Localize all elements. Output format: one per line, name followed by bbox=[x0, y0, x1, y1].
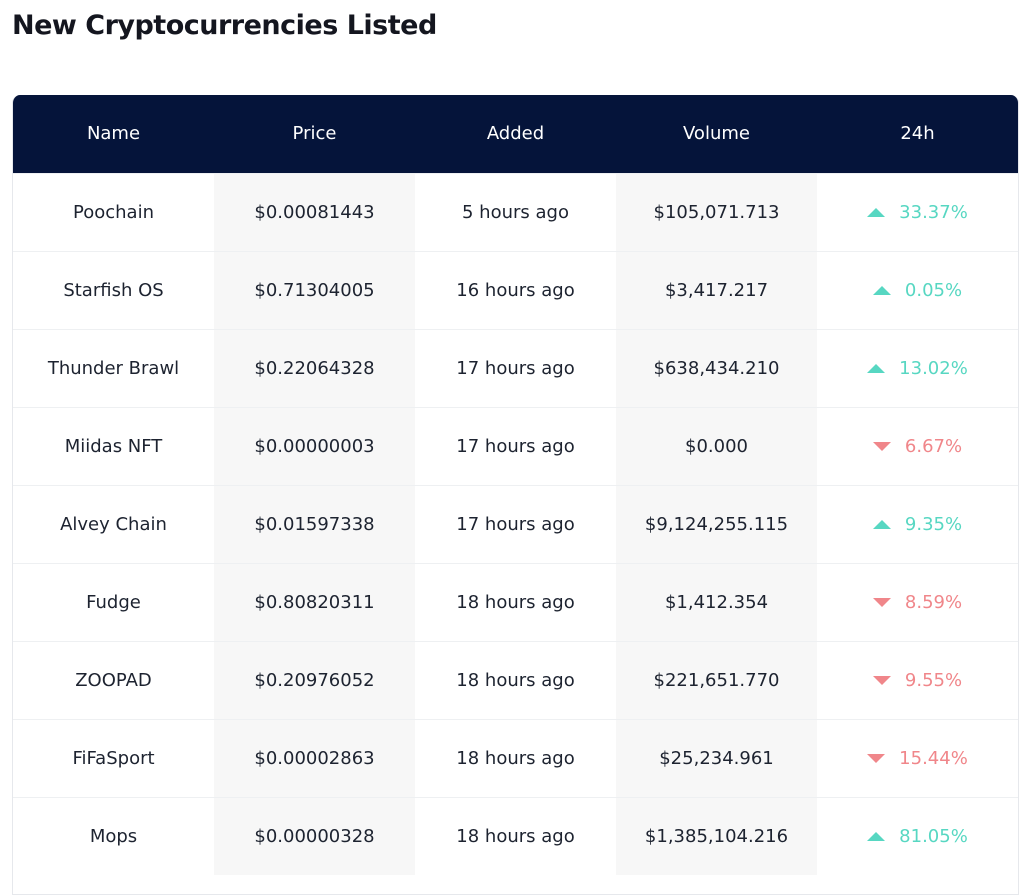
triangle-down-icon bbox=[872, 676, 891, 685]
change-indicator: 13.02% bbox=[867, 358, 968, 379]
coin-volume: $1,412.354 bbox=[616, 563, 817, 641]
coin-24h-change-cell: 6.67% bbox=[817, 407, 1018, 485]
change-indicator: 9.35% bbox=[872, 514, 963, 535]
coin-price: $0.00000003 bbox=[214, 407, 415, 485]
triangle-down-icon bbox=[867, 754, 886, 763]
table-row[interactable]: Thunder Brawl $0.22064328 17 hours ago $638… bbox=[13, 329, 1018, 407]
coin-price: $0.20976052 bbox=[214, 641, 415, 719]
column-header-price[interactable]: Price bbox=[292, 123, 337, 145]
triangle-up-icon bbox=[867, 364, 886, 373]
coin-volume: $221,651.770 bbox=[616, 641, 817, 719]
coin-name: Mops bbox=[89, 825, 138, 847]
change-indicator: 8.59% bbox=[872, 592, 963, 613]
new-listings-table: Name Price Added Volume 24h Poochain $0.0… bbox=[12, 95, 1019, 895]
coin-name: ZOOPAD bbox=[75, 669, 152, 691]
coin-price: $0.71304005 bbox=[214, 251, 415, 329]
table-row[interactable]: Starfish OS $0.71304005 16 hours ago $3,417… bbox=[13, 251, 1018, 329]
coin-24h-change-cell: 13.02% bbox=[817, 329, 1018, 407]
coin-24h-change-cell: 9.35% bbox=[817, 485, 1018, 563]
column-header-24h[interactable]: 24h bbox=[900, 123, 935, 145]
coin-24h-change: 8.59% bbox=[904, 592, 963, 613]
coin-24h-change: 15.44% bbox=[899, 748, 968, 769]
change-indicator: 33.37% bbox=[867, 202, 968, 223]
column-header-name[interactable]: Name bbox=[86, 123, 141, 145]
triangle-up-icon bbox=[872, 286, 891, 295]
coin-added: 18 hours ago bbox=[456, 669, 575, 691]
column-header-added[interactable]: Added bbox=[486, 123, 545, 145]
coin-added: 18 hours ago bbox=[456, 747, 575, 769]
coin-price: $0.01597338 bbox=[214, 485, 415, 563]
coin-24h-change-cell: 33.37% bbox=[817, 173, 1018, 251]
triangle-up-icon bbox=[867, 832, 886, 842]
coin-24h-change: 0.05% bbox=[904, 280, 963, 301]
coin-added: 5 hours ago bbox=[462, 201, 569, 223]
table-row[interactable]: Poochain $0.00081443 5 hours ago $105,071.7… bbox=[13, 173, 1018, 251]
column-header-volume[interactable]: Volume bbox=[683, 123, 750, 145]
coin-24h-change: 81.05% bbox=[899, 826, 968, 848]
table-body: Poochain $0.00081443 5 hours ago $105,071.7… bbox=[13, 173, 1018, 875]
triangle-down-icon bbox=[872, 598, 891, 607]
coin-added: 17 hours ago bbox=[456, 435, 575, 457]
coin-24h-change-cell: 15.44% bbox=[817, 719, 1018, 797]
coin-price: $0.00000328 bbox=[214, 797, 415, 875]
coin-volume: $638,434.210 bbox=[616, 329, 817, 407]
table-row[interactable]: FiFaSport $0.00002863 18 hours ago $25,234.… bbox=[13, 719, 1018, 797]
coin-volume: $1,385,104.216 bbox=[616, 797, 817, 875]
coin-24h-change-cell: 81.05% bbox=[817, 797, 1018, 875]
coin-name: Poochain bbox=[73, 201, 154, 223]
coin-name: Miidas NFT bbox=[64, 435, 163, 457]
coin-24h-change-cell: 9.55% bbox=[817, 641, 1018, 719]
coin-price: $0.00002863 bbox=[214, 719, 415, 797]
table-header-row: Name Price Added Volume 24h bbox=[13, 95, 1018, 173]
change-indicator: 15.44% bbox=[867, 748, 968, 769]
coin-name: Thunder Brawl bbox=[47, 357, 180, 379]
coin-name: Alvey Chain bbox=[60, 513, 167, 535]
crypto-table: Name Price Added Volume 24h Poochain $0.0… bbox=[13, 95, 1018, 875]
coin-24h-change-cell: 8.59% bbox=[817, 563, 1018, 641]
triangle-down-icon bbox=[872, 442, 891, 451]
coin-24h-change: 9.35% bbox=[904, 514, 963, 535]
table-row[interactable]: Mops $0.00000328 18 hours ago $1,385,104.21… bbox=[13, 797, 1018, 875]
coin-added: 18 hours ago bbox=[456, 825, 575, 847]
coin-volume: $25,234.961 bbox=[616, 719, 817, 797]
change-indicator: 0.05% bbox=[872, 280, 963, 301]
coin-name: Starfish OS bbox=[63, 279, 164, 301]
change-indicator: 9.55% bbox=[872, 670, 963, 691]
coin-volume: $0.000 bbox=[616, 407, 817, 485]
coin-price: $0.80820311 bbox=[214, 563, 415, 641]
coin-24h-change: 6.67% bbox=[904, 436, 963, 457]
coin-added: 18 hours ago bbox=[456, 591, 575, 613]
coin-24h-change: 33.37% bbox=[899, 202, 968, 223]
coin-volume: $3,417.217 bbox=[616, 251, 817, 329]
triangle-up-icon bbox=[867, 208, 886, 217]
coin-added: 17 hours ago bbox=[456, 357, 575, 379]
coin-added: 17 hours ago bbox=[456, 513, 575, 535]
table-row[interactable]: Miidas NFT $0.00000003 17 hours ago $0.000 6… bbox=[13, 407, 1018, 485]
change-indicator: 81.05% bbox=[867, 826, 968, 847]
coin-price: $0.22064328 bbox=[214, 329, 415, 407]
table-row[interactable]: ZOOPAD $0.20976052 18 hours ago $221,651.77… bbox=[13, 641, 1018, 719]
coin-volume: $9,124,255.115 bbox=[616, 485, 817, 563]
coin-added: 16 hours ago bbox=[456, 279, 575, 301]
coin-24h-change: 13.02% bbox=[899, 358, 968, 379]
coin-24h-change: 9.55% bbox=[904, 670, 963, 691]
change-indicator: 6.67% bbox=[872, 436, 963, 457]
coin-price: $0.00081443 bbox=[214, 173, 415, 251]
page-title: New Cryptocurrencies Listed bbox=[12, 10, 437, 41]
triangle-up-icon bbox=[872, 520, 891, 529]
coin-name: FiFaSport bbox=[72, 747, 155, 769]
table-row[interactable]: Alvey Chain $0.01597338 17 hours ago $9,124… bbox=[13, 485, 1018, 563]
coin-volume: $105,071.713 bbox=[616, 173, 817, 251]
coin-name: Fudge bbox=[86, 591, 141, 613]
table-row[interactable]: Fudge $0.80820311 18 hours ago $1,412.354 8.… bbox=[13, 563, 1018, 641]
coin-24h-change-cell: 0.05% bbox=[817, 251, 1018, 329]
